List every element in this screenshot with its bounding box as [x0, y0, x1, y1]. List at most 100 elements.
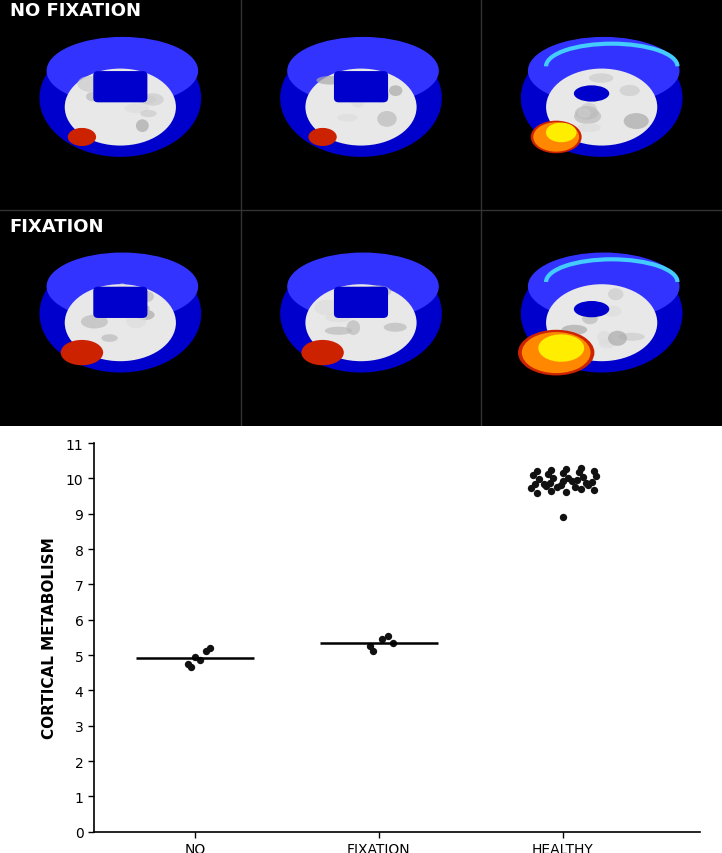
Ellipse shape — [280, 256, 442, 373]
Ellipse shape — [577, 125, 601, 133]
Point — [542, 467, 554, 481]
Ellipse shape — [581, 103, 596, 114]
Point — [560, 462, 572, 476]
Point — [566, 474, 578, 488]
Ellipse shape — [578, 109, 591, 119]
Ellipse shape — [521, 256, 682, 373]
Ellipse shape — [574, 86, 609, 102]
Point — [533, 473, 544, 487]
FancyBboxPatch shape — [334, 72, 388, 103]
Ellipse shape — [528, 253, 679, 321]
Text: NO FIXATION: NO FIXATION — [9, 3, 141, 20]
Ellipse shape — [325, 328, 352, 335]
Point — [588, 484, 599, 497]
Ellipse shape — [86, 93, 100, 102]
Ellipse shape — [534, 123, 579, 153]
Ellipse shape — [337, 114, 357, 123]
Ellipse shape — [608, 331, 627, 346]
Point — [547, 472, 559, 485]
Ellipse shape — [531, 121, 582, 154]
Ellipse shape — [624, 114, 649, 130]
Ellipse shape — [574, 302, 609, 318]
Ellipse shape — [135, 310, 155, 321]
Ellipse shape — [305, 285, 417, 362]
Ellipse shape — [347, 321, 360, 335]
Text: FIXATION: FIXATION — [9, 218, 104, 235]
Ellipse shape — [345, 291, 369, 305]
Point — [555, 479, 567, 493]
Point — [195, 653, 206, 667]
Ellipse shape — [562, 325, 587, 335]
Point — [557, 475, 568, 489]
Point — [186, 661, 197, 675]
Point — [388, 636, 399, 650]
Point — [189, 650, 201, 664]
Point — [570, 481, 581, 495]
Ellipse shape — [518, 330, 594, 376]
Ellipse shape — [103, 305, 124, 316]
Point — [583, 479, 594, 492]
Point — [527, 468, 539, 482]
Point — [200, 645, 212, 659]
Point — [531, 487, 542, 501]
Ellipse shape — [61, 340, 103, 366]
Ellipse shape — [65, 69, 176, 147]
Point — [577, 470, 588, 484]
Point — [557, 467, 568, 480]
Point — [182, 658, 193, 671]
Point — [586, 475, 598, 489]
Ellipse shape — [280, 40, 442, 158]
Point — [580, 476, 592, 490]
Ellipse shape — [126, 314, 147, 329]
Ellipse shape — [314, 300, 340, 316]
Point — [531, 464, 542, 478]
Ellipse shape — [142, 94, 164, 107]
Ellipse shape — [40, 256, 201, 373]
Ellipse shape — [287, 38, 439, 106]
Ellipse shape — [546, 285, 657, 362]
Ellipse shape — [46, 38, 198, 106]
Point — [367, 645, 379, 659]
Ellipse shape — [384, 323, 406, 333]
Point — [382, 629, 393, 642]
Y-axis label: CORTICAL METABOLISM: CORTICAL METABOLISM — [43, 537, 57, 739]
Point — [204, 641, 215, 655]
Ellipse shape — [589, 74, 614, 84]
Point — [529, 478, 541, 491]
Point — [557, 510, 568, 524]
Ellipse shape — [336, 91, 354, 102]
Ellipse shape — [574, 109, 601, 125]
Ellipse shape — [546, 69, 657, 147]
Ellipse shape — [522, 333, 591, 374]
Ellipse shape — [137, 96, 156, 105]
Ellipse shape — [351, 97, 365, 108]
Ellipse shape — [138, 292, 154, 303]
Ellipse shape — [140, 111, 157, 118]
Point — [546, 485, 557, 498]
FancyBboxPatch shape — [93, 72, 147, 103]
Ellipse shape — [124, 104, 149, 114]
Point — [551, 480, 562, 494]
Ellipse shape — [619, 334, 645, 341]
Point — [590, 469, 601, 483]
FancyBboxPatch shape — [93, 287, 147, 318]
Ellipse shape — [316, 77, 344, 85]
Point — [575, 461, 587, 475]
Point — [546, 463, 557, 477]
Ellipse shape — [77, 77, 103, 93]
Ellipse shape — [539, 335, 584, 363]
Ellipse shape — [133, 305, 149, 313]
Ellipse shape — [363, 286, 391, 299]
Ellipse shape — [301, 340, 344, 366]
Point — [377, 633, 388, 647]
Ellipse shape — [608, 289, 623, 301]
Ellipse shape — [389, 86, 402, 97]
Ellipse shape — [136, 120, 149, 133]
Ellipse shape — [40, 40, 201, 158]
Ellipse shape — [305, 69, 417, 147]
Point — [571, 473, 583, 487]
Ellipse shape — [582, 314, 598, 325]
FancyBboxPatch shape — [334, 287, 388, 318]
Ellipse shape — [361, 302, 378, 312]
Ellipse shape — [109, 80, 123, 91]
